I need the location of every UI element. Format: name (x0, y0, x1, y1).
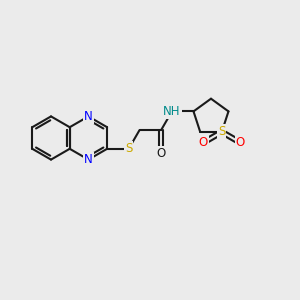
Text: O: O (236, 136, 245, 149)
Text: O: O (199, 136, 208, 149)
Text: NH: NH (163, 105, 181, 118)
Text: N: N (84, 110, 93, 123)
Text: O: O (157, 147, 166, 160)
Text: N: N (84, 153, 93, 166)
Text: S: S (218, 125, 226, 138)
Text: S: S (125, 142, 132, 155)
